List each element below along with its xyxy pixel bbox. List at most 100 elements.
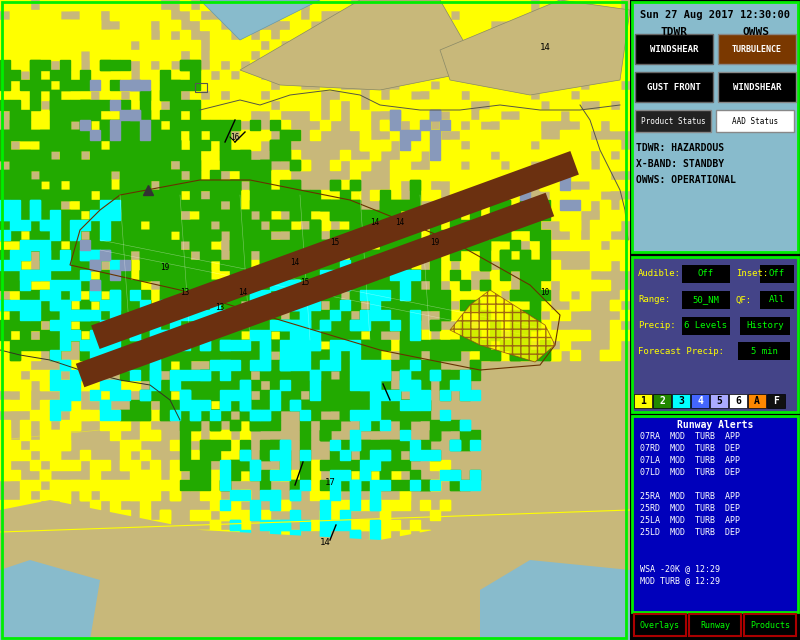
Bar: [290, 200, 300, 210]
Bar: [410, 380, 420, 390]
Bar: [60, 490, 70, 500]
Bar: [420, 240, 430, 250]
Bar: [744, 614, 796, 636]
Bar: [280, 180, 290, 190]
Bar: [570, 200, 580, 210]
Bar: [50, 20, 60, 30]
Bar: [560, 20, 570, 30]
Bar: [240, 340, 250, 350]
Bar: [560, 170, 570, 180]
Bar: [240, 350, 250, 360]
Bar: [330, 320, 340, 330]
Bar: [140, 360, 150, 370]
Bar: [540, 90, 550, 100]
Bar: [230, 350, 240, 360]
Bar: [120, 20, 130, 30]
Bar: [130, 90, 140, 100]
Bar: [0, 240, 10, 250]
Bar: [130, 100, 140, 110]
Bar: [210, 180, 220, 190]
Bar: [30, 180, 40, 190]
Bar: [460, 20, 470, 30]
Bar: [420, 110, 430, 120]
Bar: [220, 310, 230, 320]
Bar: [90, 210, 100, 220]
Bar: [350, 120, 360, 130]
Bar: [540, 180, 550, 190]
Bar: [310, 220, 320, 230]
Polygon shape: [0, 500, 630, 640]
Bar: [290, 380, 300, 390]
Bar: [260, 360, 270, 370]
Bar: [60, 20, 70, 30]
Bar: [632, 416, 798, 612]
Bar: [200, 320, 210, 330]
Bar: [250, 220, 260, 230]
Bar: [240, 210, 250, 220]
Bar: [480, 10, 490, 20]
Bar: [120, 480, 130, 490]
Bar: [290, 400, 300, 410]
Bar: [130, 360, 140, 370]
Bar: [360, 240, 370, 250]
Bar: [50, 170, 60, 180]
Bar: [20, 450, 30, 460]
Bar: [600, 60, 610, 70]
Bar: [350, 380, 360, 390]
Bar: [300, 550, 310, 560]
Bar: [360, 380, 370, 390]
Bar: [230, 280, 240, 290]
Bar: [10, 70, 20, 80]
Bar: [510, 50, 520, 60]
Bar: [120, 180, 130, 190]
Bar: [380, 260, 390, 270]
Bar: [70, 290, 80, 300]
Bar: [10, 170, 20, 180]
Bar: [390, 290, 400, 300]
Bar: [520, 350, 530, 360]
Bar: [360, 380, 370, 390]
Bar: [70, 200, 80, 210]
Bar: [560, 200, 570, 210]
Bar: [470, 230, 480, 240]
Bar: [120, 360, 130, 370]
Bar: [200, 200, 210, 210]
Bar: [270, 170, 280, 180]
Bar: [490, 170, 500, 180]
Bar: [170, 70, 180, 80]
Bar: [430, 230, 440, 240]
Bar: [110, 140, 120, 150]
Bar: [140, 490, 150, 500]
Bar: [450, 380, 460, 390]
Bar: [410, 270, 420, 280]
Bar: [100, 250, 110, 260]
Bar: [100, 30, 110, 40]
Bar: [160, 180, 170, 190]
Bar: [580, 110, 590, 120]
Bar: [0, 70, 10, 80]
Bar: [580, 240, 590, 250]
Bar: [80, 140, 90, 150]
Bar: [20, 170, 30, 180]
Bar: [50, 40, 60, 50]
Bar: [510, 60, 520, 70]
Bar: [0, 180, 10, 190]
Bar: [70, 330, 80, 340]
Bar: [400, 340, 410, 350]
Bar: [300, 240, 310, 250]
Bar: [110, 410, 120, 420]
Bar: [510, 340, 520, 350]
Bar: [50, 120, 60, 130]
Bar: [300, 350, 310, 360]
Bar: [220, 120, 230, 130]
Bar: [580, 90, 590, 100]
Bar: [70, 20, 80, 30]
Bar: [70, 30, 80, 40]
Bar: [190, 340, 200, 350]
Bar: [390, 390, 400, 400]
Bar: [90, 160, 100, 170]
Bar: [120, 70, 130, 80]
Bar: [130, 330, 140, 340]
Bar: [370, 20, 380, 30]
Bar: [10, 70, 20, 80]
